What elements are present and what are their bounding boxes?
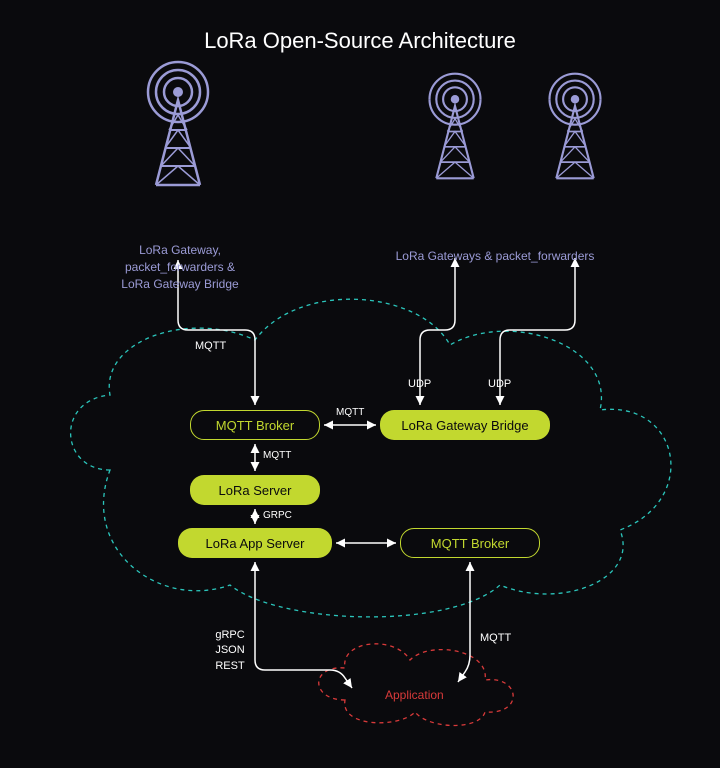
edge-label-grpc-json: gRPCJSON REST	[200, 628, 260, 674]
edge-label-mqtt-right-bottom: MQTT	[480, 632, 511, 644]
edge-label-udp1: UDP	[408, 378, 431, 390]
edge-label-udp2: UDP	[488, 378, 511, 390]
tower-right-icon	[550, 74, 601, 179]
edge-label-mqtt-vert: MQTT	[263, 450, 291, 461]
tower-left-icon	[148, 62, 208, 185]
cloud-teal	[71, 299, 671, 617]
node-mqtt-broker-bottom: MQTT Broker	[400, 528, 540, 558]
diagram-canvas	[0, 0, 720, 768]
node-application: Application	[385, 688, 444, 702]
edge-label-mqtt-left: MQTT	[195, 340, 226, 352]
node-lora-server: LoRa Server	[190, 475, 320, 505]
tower-right-label: LoRa Gateways & packet_forwarders	[370, 248, 620, 265]
edge-label-grpc: GRPC	[263, 510, 292, 521]
edge-label-mqtt-mid: MQTT	[336, 407, 364, 418]
cloud-application	[319, 644, 513, 726]
tower-mid-icon	[430, 74, 481, 179]
node-lora-app-server: LoRa App Server	[178, 528, 332, 558]
node-mqtt-broker-top: MQTT Broker	[190, 410, 320, 440]
tower-left-label: LoRa Gateway,packet_forwarders &LoRa Gat…	[105, 242, 255, 292]
node-lora-gateway-bridge: LoRa Gateway Bridge	[380, 410, 550, 440]
